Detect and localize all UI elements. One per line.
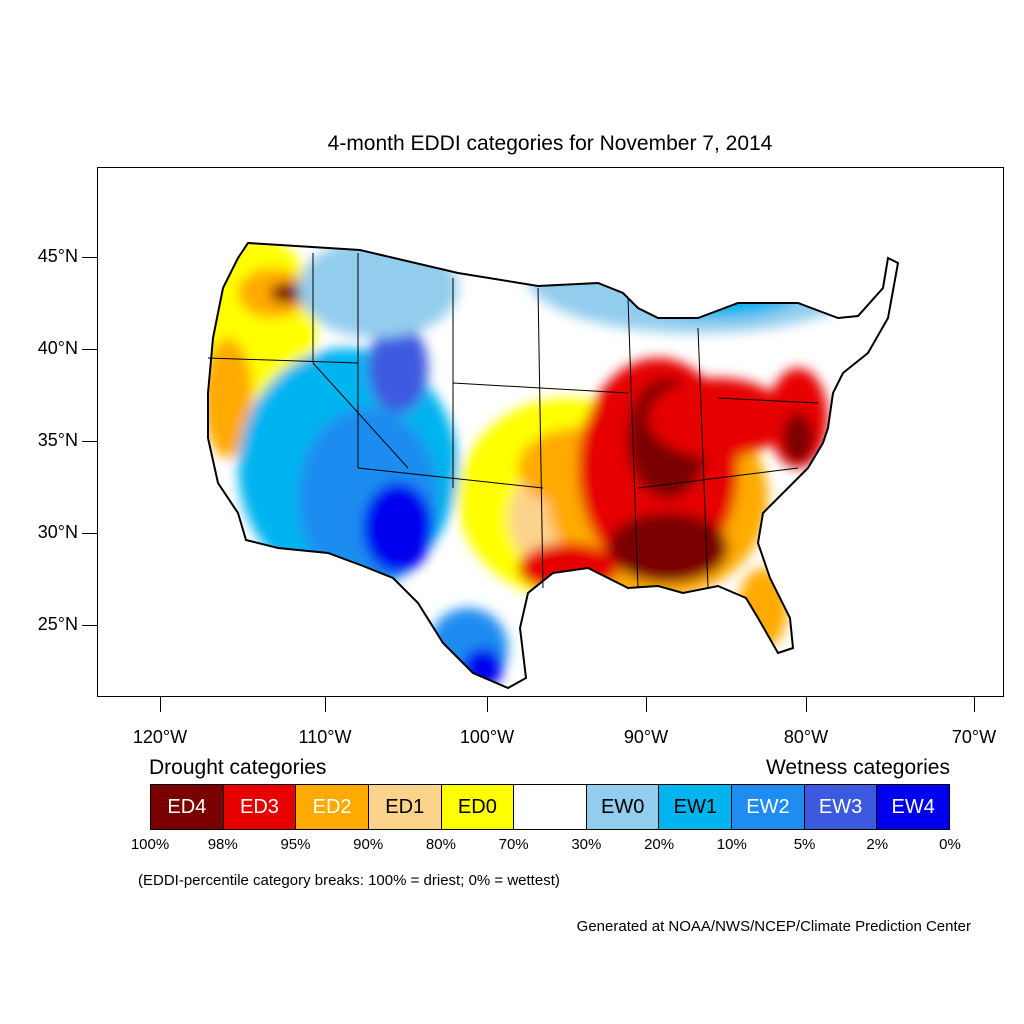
lon-tick <box>160 697 161 712</box>
lon-label: 90°W <box>623 727 669 747</box>
coastline <box>207 241 900 690</box>
eddi-map <box>97 167 1004 697</box>
legend-box: EW3 <box>804 785 878 829</box>
eddi-fill <box>208 243 898 688</box>
lon-label: 110°W <box>298 727 352 747</box>
state-borders <box>207 253 819 589</box>
legend-break-label: 90% <box>353 836 384 853</box>
legend-box: ED1 <box>368 785 442 829</box>
lon-tick <box>646 697 647 712</box>
lon-label: 120°W <box>132 727 188 747</box>
lat-label: 25°N <box>37 614 78 634</box>
legend-box <box>514 785 587 829</box>
category-note: (EDDI-percentile category breaks: 100% =… <box>138 872 560 889</box>
legend-box: EW4 <box>877 785 950 829</box>
legend-break-label: 80% <box>425 836 456 853</box>
legend-break-label: 5% <box>793 836 816 853</box>
lon-tick <box>325 697 326 712</box>
lon-label: 80°W <box>783 727 829 747</box>
map-title: 4-month EDDI categories for November 7, … <box>327 132 773 155</box>
legend-break-label: 95% <box>280 836 311 853</box>
legend-break-label: 20% <box>644 836 675 853</box>
eddi-map-canvas <box>207 241 900 690</box>
legend-box: ED0 <box>441 785 515 829</box>
legend-break-label: 70% <box>498 836 529 853</box>
lat-tick <box>82 349 97 350</box>
legend-box: EW2 <box>732 785 805 829</box>
legend-box: ED4 <box>151 785 224 829</box>
drought-heading: Drought categories <box>149 756 327 779</box>
legend-box: EW1 <box>659 785 733 829</box>
credit-line: Generated at NOAA/NWS/NCEP/Climate Predi… <box>576 918 971 935</box>
lat-tick <box>82 257 97 258</box>
legend-break-label: 10% <box>716 836 747 853</box>
lat-tick <box>82 625 97 626</box>
legend-box: EW0 <box>586 785 660 829</box>
legend-box: ED3 <box>223 785 297 829</box>
lon-label: 70°W <box>951 727 997 747</box>
legend-box: ED2 <box>296 785 369 829</box>
lat-label: 35°N <box>37 430 78 450</box>
lat-tick <box>82 441 97 442</box>
wetness-heading: Wetness categories <box>765 756 950 779</box>
lon-label: 100°W <box>459 727 515 747</box>
legend-break-label: 98% <box>207 836 238 853</box>
legend-break-label: 0% <box>939 836 961 853</box>
lon-tick <box>806 697 807 712</box>
lon-tick <box>487 697 488 712</box>
legend-break-label: 2% <box>866 836 889 853</box>
legend-break-label: 30% <box>571 836 602 853</box>
legend-break-label: 100% <box>130 836 170 853</box>
lon-tick <box>974 697 975 712</box>
lat-tick <box>82 533 97 534</box>
lat-label: 40°N <box>37 338 78 358</box>
lat-label: 45°N <box>37 246 78 266</box>
legend-bar: ED4 ED3 ED2 ED1 ED0 EW0 EW1 EW2 EW3 EW4 <box>150 784 950 830</box>
lat-label: 30°N <box>37 522 78 542</box>
